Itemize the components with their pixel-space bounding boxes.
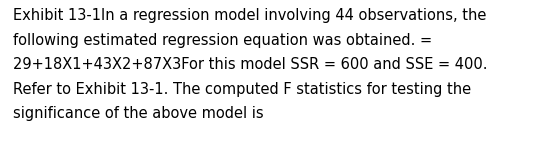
Text: Exhibit 13-1In a regression model involving 44 observations, the: Exhibit 13-1In a regression model involv… (13, 8, 487, 23)
Text: Refer to Exhibit 13-1. The computed F statistics for testing the: Refer to Exhibit 13-1. The computed F st… (13, 81, 471, 97)
Text: 29+18X1+43X2+87X3For this model SSR = 600 and SSE = 400.: 29+18X1+43X2+87X3For this model SSR = 60… (13, 57, 488, 72)
Text: significance of the above model is: significance of the above model is (13, 106, 263, 121)
Text: following estimated regression equation was obtained. =: following estimated regression equation … (13, 33, 432, 47)
